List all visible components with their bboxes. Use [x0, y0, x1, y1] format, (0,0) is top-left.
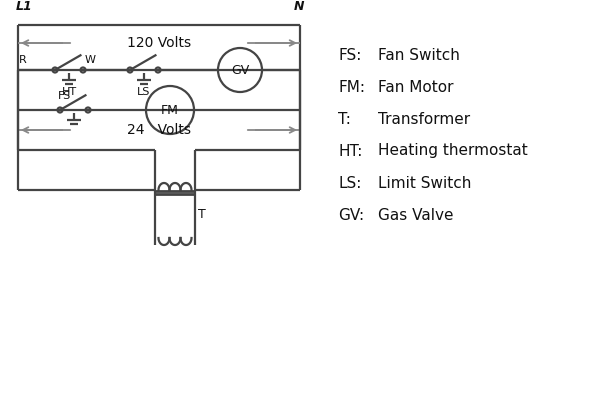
Text: GV:: GV:	[338, 208, 364, 222]
Text: T: T	[198, 208, 206, 220]
Text: Limit Switch: Limit Switch	[378, 176, 471, 190]
Text: Fan Switch: Fan Switch	[378, 48, 460, 62]
Text: LS: LS	[137, 87, 150, 97]
Text: LS:: LS:	[338, 176, 361, 190]
Text: W: W	[85, 55, 96, 65]
Text: Heating thermostat: Heating thermostat	[378, 144, 527, 158]
Text: HT: HT	[61, 87, 77, 97]
Text: FS: FS	[58, 91, 71, 101]
Text: N: N	[294, 0, 304, 14]
Text: L1: L1	[16, 0, 33, 14]
Text: Gas Valve: Gas Valve	[378, 208, 454, 222]
Text: 120 Volts: 120 Volts	[127, 36, 191, 50]
Text: FM:: FM:	[338, 80, 365, 94]
Text: FS:: FS:	[338, 48, 361, 62]
Text: FM: FM	[161, 104, 179, 116]
Text: Transformer: Transformer	[378, 112, 470, 126]
Text: R: R	[19, 55, 27, 65]
Text: HT:: HT:	[338, 144, 362, 158]
Text: GV: GV	[231, 64, 249, 76]
Text: Fan Motor: Fan Motor	[378, 80, 454, 94]
Text: T:: T:	[338, 112, 351, 126]
Text: 24   Volts: 24 Volts	[127, 123, 191, 137]
